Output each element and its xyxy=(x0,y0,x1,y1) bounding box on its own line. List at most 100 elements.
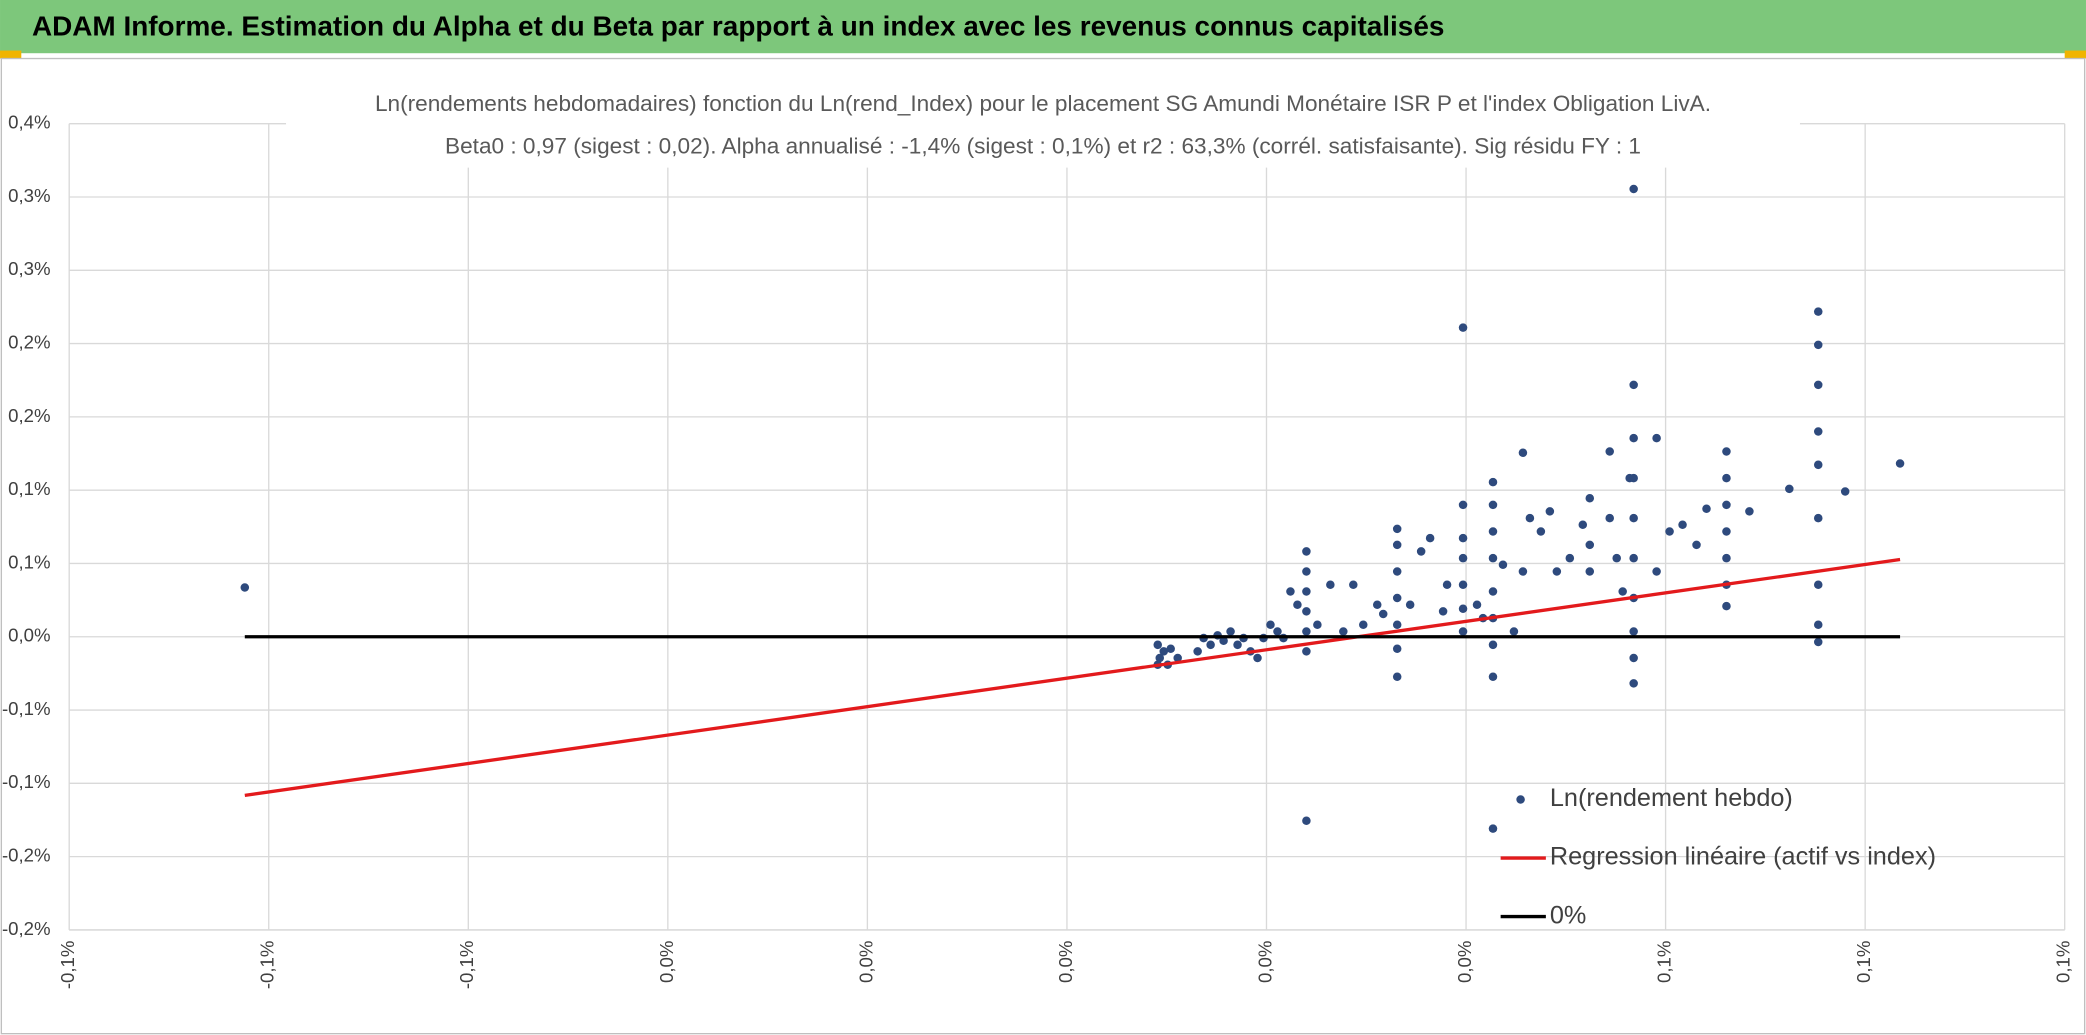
x-tick-label: 0,1% xyxy=(1654,941,1675,983)
point xyxy=(1253,653,1262,663)
x-tick-label: 0,1% xyxy=(1853,941,1874,983)
point xyxy=(1392,540,1402,550)
point xyxy=(1392,672,1402,682)
point xyxy=(1840,487,1850,496)
point xyxy=(1488,672,1498,682)
point xyxy=(1488,640,1498,650)
point xyxy=(1425,533,1435,543)
point xyxy=(1458,500,1468,510)
point xyxy=(1233,640,1242,650)
point xyxy=(1488,500,1498,510)
point xyxy=(1206,640,1215,650)
x-tick-label: -0,1% xyxy=(456,941,477,990)
point xyxy=(1438,607,1448,616)
point xyxy=(1813,513,1823,523)
point xyxy=(1313,620,1322,629)
point xyxy=(1629,513,1638,523)
point xyxy=(1813,340,1823,350)
point xyxy=(1629,553,1638,563)
point xyxy=(1722,553,1731,563)
point xyxy=(1392,644,1402,654)
point xyxy=(1618,587,1627,596)
legend-label: 0% xyxy=(1550,901,1587,929)
point xyxy=(1678,520,1687,530)
point xyxy=(1442,580,1452,589)
point xyxy=(1545,507,1555,516)
point xyxy=(1552,567,1562,576)
point xyxy=(1813,307,1823,316)
chart-subtitle: Beta0 : 0,97 (sigest : 0,02). Alpha annu… xyxy=(445,134,1641,159)
legend-swatch xyxy=(1516,795,1525,804)
point xyxy=(1166,644,1175,654)
point xyxy=(1509,627,1519,636)
point xyxy=(1458,323,1468,332)
point xyxy=(1302,816,1311,825)
point xyxy=(1629,433,1638,443)
point xyxy=(1652,433,1661,443)
point xyxy=(1895,459,1905,468)
point xyxy=(1472,600,1482,610)
point xyxy=(1286,587,1295,596)
legend-label: Regression linéaire (actif vs index) xyxy=(1550,843,1936,871)
point xyxy=(1339,627,1348,636)
point xyxy=(1692,540,1701,550)
point xyxy=(1153,640,1162,650)
point xyxy=(1359,620,1368,629)
point xyxy=(1565,553,1575,563)
x-tick-label: 0,1% xyxy=(2053,941,2074,983)
corner xyxy=(2064,50,2086,59)
y-tick-label: -0,2% xyxy=(2,918,51,939)
point xyxy=(1302,627,1311,636)
point xyxy=(1722,527,1731,536)
point xyxy=(1302,607,1311,616)
point xyxy=(1665,527,1674,536)
header-title: ADAM Informe. Estimation du Alpha et du … xyxy=(32,10,1444,41)
point xyxy=(1392,567,1402,576)
point xyxy=(1349,580,1358,589)
point xyxy=(1193,647,1202,656)
point xyxy=(1219,636,1228,645)
point xyxy=(1458,580,1468,589)
point xyxy=(1722,447,1731,456)
x-tick-label: 0,0% xyxy=(1254,941,1275,983)
point xyxy=(1293,600,1302,610)
point xyxy=(1488,527,1498,536)
point xyxy=(1458,627,1468,636)
point xyxy=(1629,653,1638,663)
point xyxy=(1745,507,1754,516)
x-tick-label: -0,1% xyxy=(57,941,78,990)
point xyxy=(1159,647,1168,656)
point xyxy=(1273,627,1282,636)
y-tick-label: 0,4% xyxy=(8,112,50,133)
point xyxy=(1585,493,1595,503)
point xyxy=(1612,553,1621,563)
point xyxy=(1629,679,1638,688)
point xyxy=(1458,604,1468,614)
point xyxy=(1302,547,1311,556)
point xyxy=(1458,553,1468,563)
point xyxy=(1652,567,1661,576)
point xyxy=(1488,553,1498,563)
point xyxy=(1372,600,1382,610)
title-bg xyxy=(286,85,1800,168)
point xyxy=(1302,647,1311,656)
point xyxy=(1585,540,1595,550)
point xyxy=(1173,653,1182,663)
point xyxy=(240,583,250,592)
x-tick-label: -0,1% xyxy=(257,941,278,990)
point xyxy=(1813,620,1823,629)
point xyxy=(1378,609,1388,619)
x-tick-label: 0,0% xyxy=(855,941,876,983)
point xyxy=(1405,600,1415,610)
point xyxy=(1722,473,1731,483)
y-tick-label: 0,0% xyxy=(8,625,50,646)
point xyxy=(1785,484,1794,494)
point xyxy=(1605,513,1614,523)
point xyxy=(1629,627,1638,636)
point xyxy=(1302,567,1311,576)
y-tick-label: 0,3% xyxy=(8,185,50,206)
point xyxy=(1155,653,1164,663)
point xyxy=(1605,447,1614,456)
chart-title: Ln(rendements hebdomadaires) fonction du… xyxy=(375,91,1711,116)
